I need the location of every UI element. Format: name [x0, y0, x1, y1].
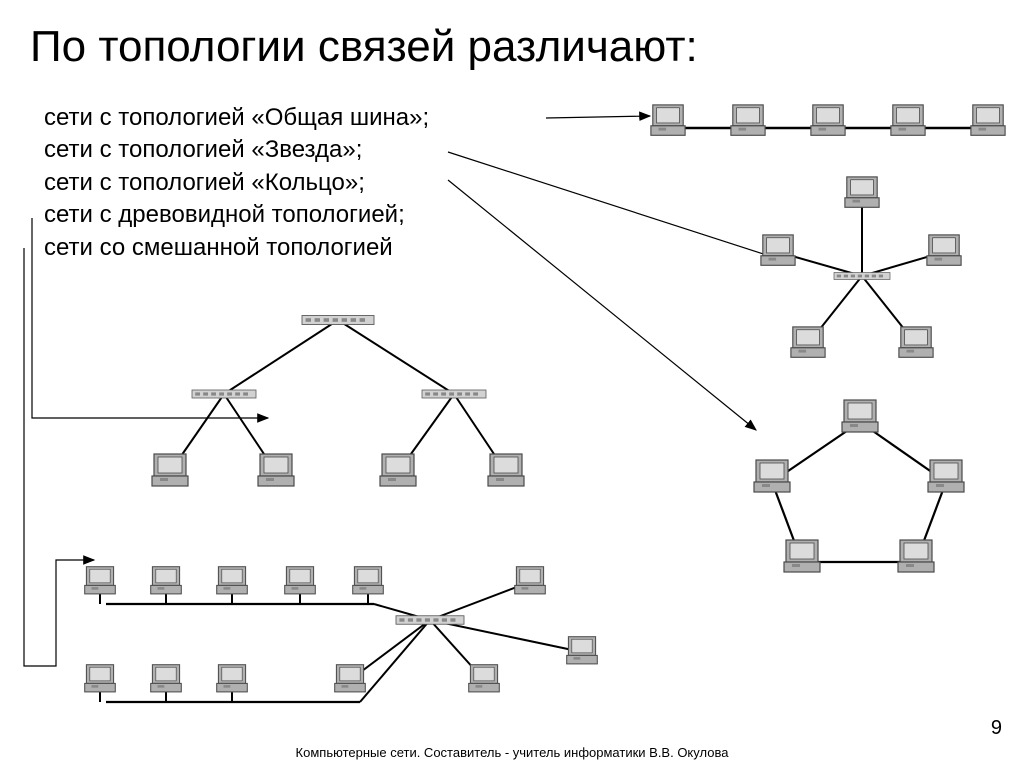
- topology-diagrams: [0, 0, 1024, 768]
